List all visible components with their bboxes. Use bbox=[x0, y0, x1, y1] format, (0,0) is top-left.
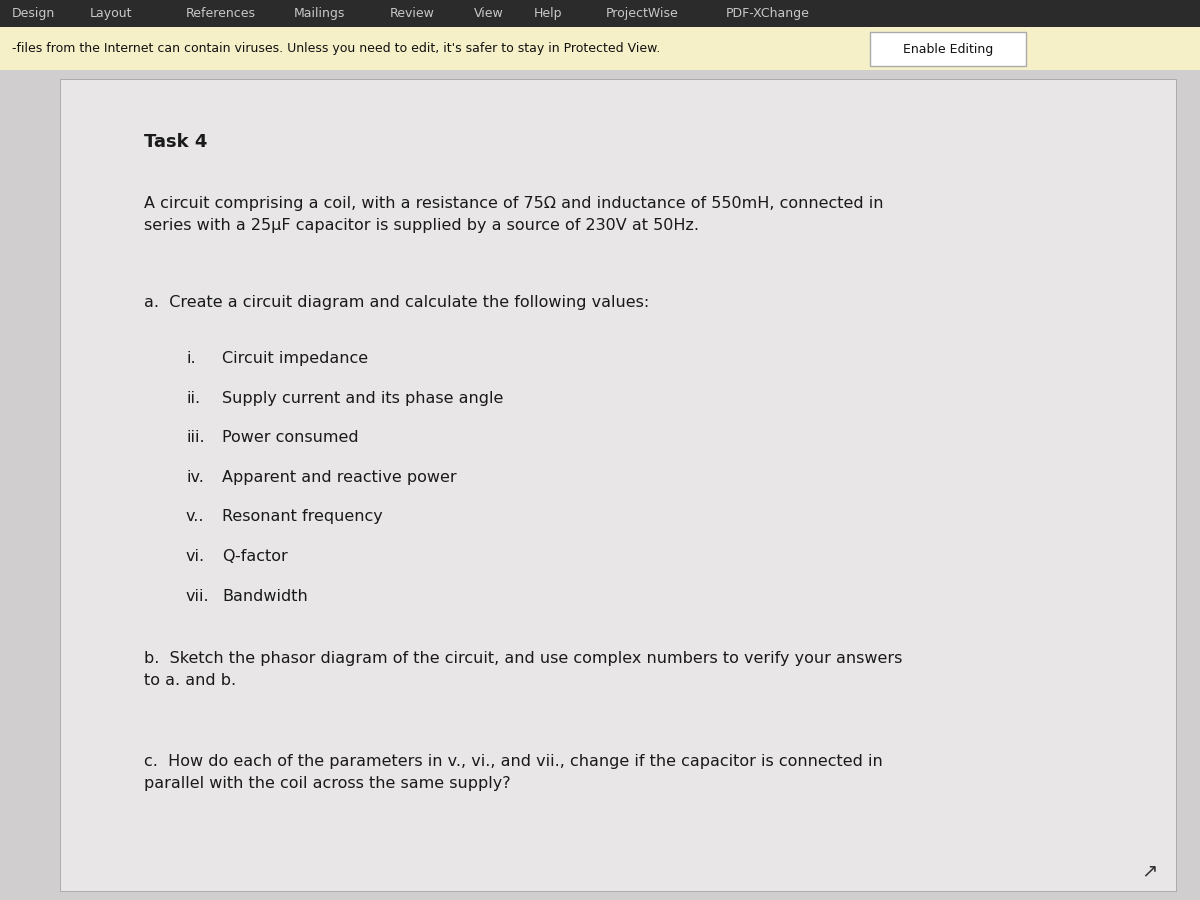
Text: iii.: iii. bbox=[186, 430, 205, 446]
Text: Layout: Layout bbox=[90, 7, 132, 20]
Text: iv.: iv. bbox=[186, 470, 204, 485]
Text: b.  Sketch the phasor diagram of the circuit, and use complex numbers to verify : b. Sketch the phasor diagram of the circ… bbox=[144, 651, 902, 688]
Text: ProjectWise: ProjectWise bbox=[606, 7, 679, 20]
Text: -files from the Internet can contain viruses. Unless you need to edit, it's safe: -files from the Internet can contain vir… bbox=[12, 42, 660, 55]
Text: c.  How do each of the parameters in v., vi., and vii., change if the capacitor : c. How do each of the parameters in v., … bbox=[144, 754, 883, 791]
Text: References: References bbox=[186, 7, 256, 20]
Text: Supply current and its phase angle: Supply current and its phase angle bbox=[222, 391, 503, 406]
Text: Circuit impedance: Circuit impedance bbox=[222, 351, 368, 366]
Text: v..: v.. bbox=[186, 509, 204, 525]
FancyBboxPatch shape bbox=[60, 79, 1176, 891]
Text: Power consumed: Power consumed bbox=[222, 430, 359, 446]
Text: ii.: ii. bbox=[186, 391, 200, 406]
Text: PDF-XChange: PDF-XChange bbox=[726, 7, 810, 20]
Text: i.: i. bbox=[186, 351, 196, 366]
Text: ↗: ↗ bbox=[1141, 861, 1158, 880]
Text: vi.: vi. bbox=[186, 549, 205, 564]
Text: Design: Design bbox=[12, 7, 55, 20]
Text: Review: Review bbox=[390, 7, 434, 20]
Text: a.  Create a circuit diagram and calculate the following values:: a. Create a circuit diagram and calculat… bbox=[144, 295, 649, 310]
Text: Resonant frequency: Resonant frequency bbox=[222, 509, 383, 525]
Text: Enable Editing: Enable Editing bbox=[902, 42, 994, 56]
Text: View: View bbox=[474, 7, 504, 20]
Text: Help: Help bbox=[534, 7, 563, 20]
Text: Mailings: Mailings bbox=[294, 7, 346, 20]
Text: Bandwidth: Bandwidth bbox=[222, 589, 307, 604]
Text: Apparent and reactive power: Apparent and reactive power bbox=[222, 470, 457, 485]
Text: Q-factor: Q-factor bbox=[222, 549, 288, 564]
Text: Task 4: Task 4 bbox=[144, 133, 208, 151]
FancyBboxPatch shape bbox=[0, 27, 1200, 70]
Text: A circuit comprising a coil, with a resistance of 75Ω and inductance of 550mH, c: A circuit comprising a coil, with a resi… bbox=[144, 196, 883, 233]
Text: vii.: vii. bbox=[186, 589, 210, 604]
FancyBboxPatch shape bbox=[0, 0, 1200, 27]
FancyBboxPatch shape bbox=[870, 32, 1026, 66]
